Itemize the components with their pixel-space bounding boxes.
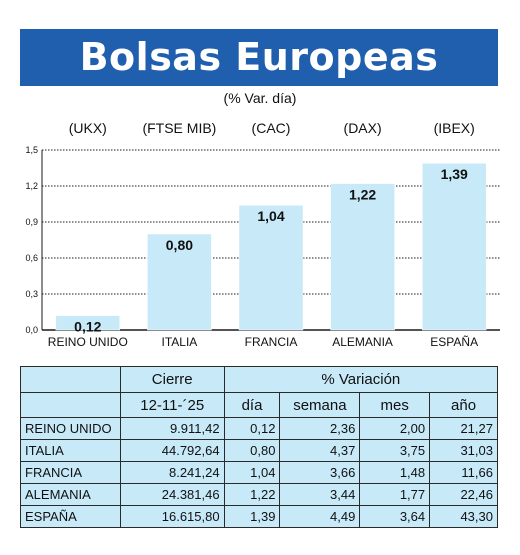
row-semana: 4,37	[279, 439, 361, 462]
bar-value-label: 0,12	[74, 319, 101, 335]
row-name: FRANCIA	[20, 461, 121, 484]
data-table-container: Cierre % Variación 12-11-´25 día semana …	[20, 366, 499, 528]
index-code-label: (IBEX)	[434, 120, 475, 136]
y-tick-label: 0,3	[25, 289, 38, 299]
row-ano: 11,66	[429, 461, 498, 484]
index-code-label: (DAX)	[344, 120, 382, 136]
bar	[55, 315, 121, 331]
bar	[330, 183, 395, 331]
table-row: REINO UNIDO 9.911,42 0,12 2,36 2,00 21,2…	[20, 417, 498, 440]
row-name: ITALIA	[20, 439, 121, 462]
row-dia: 1,22	[223, 483, 281, 506]
table-header-variacion: % Variación	[223, 366, 499, 393]
row-semana: 4,49	[279, 505, 361, 528]
row-dia: 0,80	[223, 439, 281, 462]
row-cierre: 9.911,42	[119, 417, 225, 440]
row-cierre: 24.381,46	[119, 483, 225, 506]
y-tick-label: 1,2	[25, 181, 38, 191]
row-ano: 22,46	[429, 483, 498, 506]
category-label: FRANCIA	[245, 335, 298, 349]
page-title: Bolsas Europeas	[20, 29, 498, 86]
row-dia: 1,39	[223, 505, 281, 528]
category-label: ALEMANIA	[332, 335, 393, 349]
row-cierre: 8.241,24	[119, 461, 225, 484]
category-label: ITALIA	[162, 335, 198, 349]
row-mes: 1,77	[359, 483, 431, 506]
data-table: Cierre % Variación 12-11-´25 día semana …	[20, 366, 499, 528]
bar	[421, 162, 487, 331]
row-mes: 2,00	[359, 417, 431, 440]
row-mes: 3,64	[359, 505, 431, 528]
category-label: ESPAÑA	[430, 335, 478, 349]
table-header-blank-2	[20, 392, 121, 418]
table-header-cierre: Cierre	[119, 366, 225, 393]
bar-value-label: 1,39	[441, 166, 468, 182]
bar-value-label: 1,22	[349, 187, 376, 203]
row-semana: 2,36	[279, 417, 361, 440]
y-tick-label: 1,5	[25, 145, 38, 155]
row-ano: 43,30	[429, 505, 498, 528]
index-code-label: (CAC)	[252, 120, 291, 136]
row-semana: 3,44	[279, 483, 361, 506]
table-header-dia: día	[223, 392, 281, 418]
table-row: ALEMANIA 24.381,46 1,22 3,44 1,77 22,46	[20, 483, 498, 506]
chart-subtitle: (% Var. día)	[223, 90, 297, 106]
row-semana: 3,66	[279, 461, 361, 484]
row-cierre: 16.615,80	[119, 505, 225, 528]
table-row: ITALIA 44.792,64 0,80 4,37 3,75 31,03	[20, 439, 498, 462]
row-ano: 31,03	[429, 439, 498, 462]
table-header-blank	[20, 366, 121, 393]
index-code-label: (UKX)	[69, 120, 107, 136]
bar-value-label: 1,04	[257, 208, 284, 224]
row-cierre: 44.792,64	[119, 439, 225, 462]
y-tick-label: 0,9	[25, 217, 38, 227]
bar	[238, 204, 304, 331]
table-header-semana: semana	[279, 392, 361, 418]
y-tick-label: 0,0	[25, 325, 38, 335]
row-dia: 1,04	[223, 461, 281, 484]
row-name: ALEMANIA	[20, 483, 121, 506]
bar-value-label: 0,80	[166, 237, 193, 253]
y-tick-label: 0,6	[25, 253, 38, 263]
category-label: REINO UNIDO	[48, 335, 128, 349]
row-dia: 0,12	[223, 417, 281, 440]
index-code-label: (FTSE MIB)	[142, 120, 216, 136]
row-mes: 3,75	[359, 439, 431, 462]
table-header-date: 12-11-´25	[119, 392, 225, 418]
row-name: ESPAÑA	[20, 505, 121, 528]
table-row: ESPAÑA 16.615,80 1,39 4,49 3,64 43,30	[20, 505, 498, 528]
table-row: FRANCIA 8.241,24 1,04 3,66 1,48 11,66	[20, 461, 498, 484]
table-header-mes: mes	[359, 392, 431, 418]
row-name: REINO UNIDO	[20, 417, 121, 440]
table-header-ano: año	[429, 392, 498, 418]
bar	[147, 233, 212, 331]
row-ano: 21,27	[429, 417, 498, 440]
row-mes: 1,48	[359, 461, 431, 484]
